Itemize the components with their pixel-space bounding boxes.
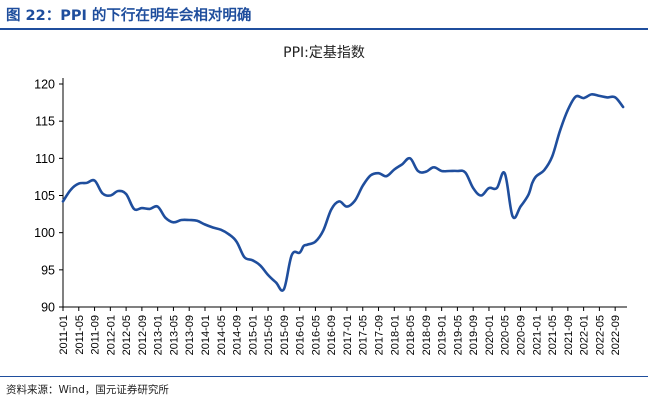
x-tick-label: 2021-01 xyxy=(531,315,543,355)
y-tick-label: 110 xyxy=(35,152,55,166)
x-tick-label: 2015-05 xyxy=(263,315,275,355)
y-tick-label: 100 xyxy=(34,226,55,240)
chart-title: PPI:定基指数 xyxy=(283,45,365,61)
x-tick-label: 2020-05 xyxy=(500,315,512,355)
y-tick-label: 90 xyxy=(41,301,55,315)
x-tick-label: 2014-01 xyxy=(200,315,212,355)
x-tick-label: 2016-09 xyxy=(326,315,338,355)
x-tick-label: 2012-09 xyxy=(137,315,149,355)
x-tick-label: 2019-09 xyxy=(468,315,480,355)
figure-title: 图 22：PPI 的下行在明年会相对明确 xyxy=(6,8,252,24)
x-tick-label: 2019-05 xyxy=(452,315,464,355)
x-tick-label: 2014-05 xyxy=(216,315,228,355)
series-line-ppi xyxy=(61,93,625,292)
x-tick-label: 2012-01 xyxy=(105,315,117,355)
x-tick-label: 2014-09 xyxy=(232,315,244,355)
chart-axes xyxy=(62,78,627,308)
y-axis-ticks: 90 95 100 105 110 115 120 xyxy=(34,78,63,315)
x-tick-label: 2018-01 xyxy=(389,315,401,355)
x-tick-label: 2020-01 xyxy=(484,315,496,355)
x-tick-label: 2012-05 xyxy=(121,315,133,355)
x-tick-label: 2015-01 xyxy=(247,315,259,355)
x-tick-label: 2022-01 xyxy=(579,315,591,355)
x-tick-label: 2022-09 xyxy=(610,315,622,355)
x-tick-label: 2021-05 xyxy=(547,315,559,355)
x-tick-label: 2021-09 xyxy=(563,315,575,355)
x-tick-label: 2017-05 xyxy=(358,315,370,355)
x-tick-label: 2018-05 xyxy=(405,315,417,355)
x-tick-label: 2018-09 xyxy=(421,315,433,355)
y-tick-label: 115 xyxy=(35,115,55,129)
x-tick-label: 2011-01 xyxy=(58,315,70,355)
footer-divider xyxy=(0,376,648,377)
y-tick-label: 120 xyxy=(34,78,55,92)
x-tick-label: 2015-09 xyxy=(279,315,291,355)
x-tick-label: 2013-09 xyxy=(184,315,196,355)
x-axis-ticks: 2011-01 2011-05 2011-09 2012-01 2012-05 2012-… xyxy=(58,307,622,355)
x-tick-label: 2022-05 xyxy=(594,315,606,355)
x-tick-label: 2011-05 xyxy=(74,315,86,355)
x-tick-label: 2017-09 xyxy=(374,315,386,355)
y-tick-label: 105 xyxy=(34,189,55,203)
x-tick-label: 2020-09 xyxy=(516,315,528,355)
y-tick-label: 95 xyxy=(41,263,55,277)
x-tick-label: 2016-01 xyxy=(295,315,307,355)
x-tick-label: 2016-05 xyxy=(310,315,322,355)
x-tick-label: 2017-01 xyxy=(342,315,354,355)
x-tick-label: 2019-01 xyxy=(437,315,449,355)
title-underline xyxy=(0,28,648,30)
source-note: 资料来源：Wind，国元证券研究所 xyxy=(6,384,169,396)
x-tick-label: 2013-01 xyxy=(153,315,165,355)
x-tick-label: 2013-05 xyxy=(168,315,180,355)
x-tick-label: 2011-09 xyxy=(90,315,102,355)
